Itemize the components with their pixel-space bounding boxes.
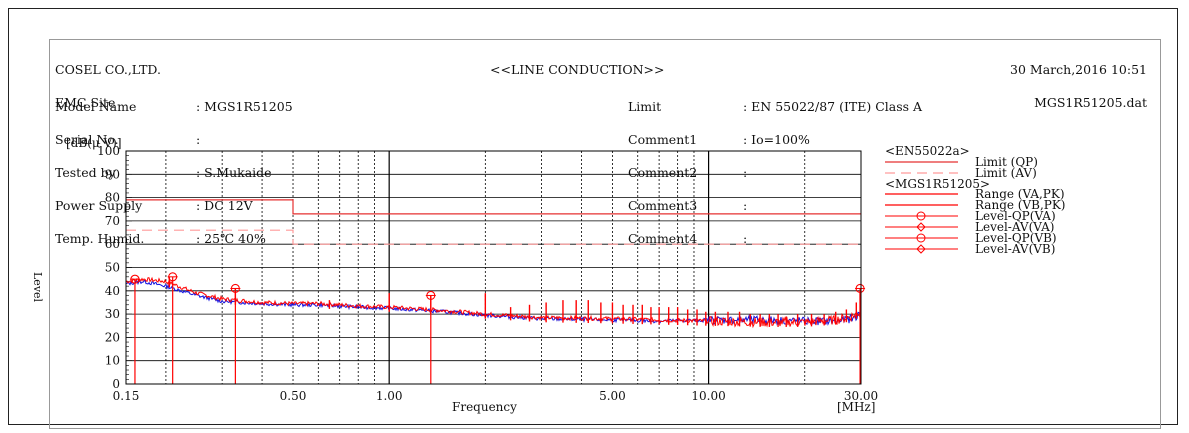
x-unit-label: [MHz] — [837, 400, 875, 414]
legend-entry-label: Level-AV(VA) — [975, 220, 1054, 234]
legend-entry-label: Limit (AV) — [975, 166, 1037, 180]
report-title: <<LINE CONDUCTION>> — [490, 42, 665, 86]
x-tick-label: 1.00 — [376, 389, 403, 403]
y-tick-label: 90 — [105, 167, 120, 181]
info-right-values: : EN 55022/87 (ITE) Class A : Io=100% : … — [743, 79, 922, 255]
x-tick-labels: 0.15 0.50 1.00 5.00 10.00 30.00 — [113, 389, 879, 403]
x-tick-label: 0.50 — [280, 389, 307, 403]
legend-marker — [916, 211, 926, 221]
y-tick-label: 60 — [105, 237, 120, 251]
info-label: Tested by — [55, 165, 116, 180]
y-tick-label: 70 — [105, 214, 120, 228]
level-markers — [129, 272, 866, 384]
info-label: Comment3 — [628, 198, 698, 213]
legend-entry-label: Level-QP(VA) — [975, 209, 1056, 223]
legend-marker — [916, 222, 926, 232]
x-tick-label: 0.15 — [113, 389, 140, 403]
info-value: : MGS1R51205 — [196, 99, 293, 114]
y-tick-label: 0 — [112, 377, 120, 391]
info-label: Power Supply — [55, 198, 143, 213]
info-label: Limit — [628, 99, 662, 114]
site-name: EMC Site — [55, 95, 116, 110]
info-label: Comment4 — [628, 231, 698, 246]
legend-marker — [916, 233, 926, 243]
limit-av-line — [126, 229, 861, 245]
page-frame — [8, 8, 1178, 429]
y-axis-label: Level — [31, 272, 44, 303]
plot-frame — [125, 150, 862, 385]
info-value: : DC 12V — [196, 198, 253, 213]
limit-qp-line — [126, 199, 861, 215]
y-tick-label: 40 — [105, 284, 120, 298]
report-sheet — [49, 39, 1161, 429]
info-value: : — [743, 198, 748, 213]
range-vb-trace — [125, 278, 862, 326]
info-value: : EN 55022/87 (ITE) Class A — [743, 99, 923, 114]
legend-entry-label: Range (VB,PK) — [975, 198, 1066, 212]
info-value: : Io=100% — [743, 132, 810, 147]
info-value: : S.Mukaide — [196, 165, 272, 180]
info-value: : 25℃ 40% — [196, 231, 266, 246]
info-label: Comment2 — [628, 165, 698, 180]
info-value: : — [743, 165, 748, 180]
header-right: 30 March,2016 10:51 MGS1R51205.dat — [1010, 42, 1147, 119]
x-axis-label: Frequency — [452, 400, 517, 414]
report-date: 30 March,2016 10:51 — [1010, 62, 1147, 77]
y-tick-label: 30 — [105, 307, 120, 321]
info-label: Comment1 — [628, 132, 698, 147]
legend-group-title: <EN55022a> — [885, 144, 970, 158]
info-left-labels: Model Name Serial No. Tested by Power Su… — [55, 79, 144, 255]
info-right-labels: Limit Comment1 Comment2 Comment3 Comment… — [628, 79, 697, 255]
y-tick-label: 50 — [105, 261, 120, 275]
header-left: COSEL CO.,LTD. EMC Site — [55, 42, 161, 119]
legend-entry-label: Range (VA,PK) — [975, 187, 1065, 201]
legend-entry-label: Level-QP(VB) — [975, 231, 1057, 245]
y-tick-label: 10 — [105, 354, 120, 368]
y-tick-labels: 0 10 20 30 40 50 60 70 80 90 100 — [97, 144, 120, 391]
chart-legend: <EN55022a> <MGS1R51205> Limit (QP)Limit (A… — [885, 144, 1066, 256]
y-unit-label: [dB(μ V)] — [66, 136, 122, 150]
info-value: : — [196, 132, 201, 147]
x-tick-label: 30.00 — [844, 389, 878, 403]
limit-lines — [126, 199, 861, 245]
x-tick-label: 10.00 — [691, 389, 725, 403]
y-tick-label: 20 — [105, 330, 120, 344]
chart-grid — [126, 150, 861, 385]
info-label: Model Name — [55, 99, 137, 114]
data-file-name: MGS1R51205.dat — [1034, 95, 1147, 110]
legend-group-title: <MGS1R51205> — [885, 177, 990, 191]
legend-entry-label: Limit (QP) — [975, 155, 1038, 169]
range-va-trace — [125, 276, 862, 329]
y-tick-label: 80 — [105, 191, 120, 205]
info-left-values: : MGS1R51205 : : S.Mukaide : DC 12V : 25… — [196, 79, 293, 255]
x-tick-label: 5.00 — [599, 389, 626, 403]
y-tick-label: 100 — [97, 144, 120, 158]
company-name: COSEL CO.,LTD. — [55, 62, 161, 77]
info-label: Temp. Humid. — [55, 231, 145, 246]
info-value: : — [743, 231, 748, 246]
legend-marker — [916, 244, 926, 254]
legend-entry-label: Level-AV(VB) — [975, 242, 1055, 256]
report-title-text: <<LINE CONDUCTION>> — [490, 62, 665, 77]
info-label: Serial No. — [55, 132, 119, 147]
